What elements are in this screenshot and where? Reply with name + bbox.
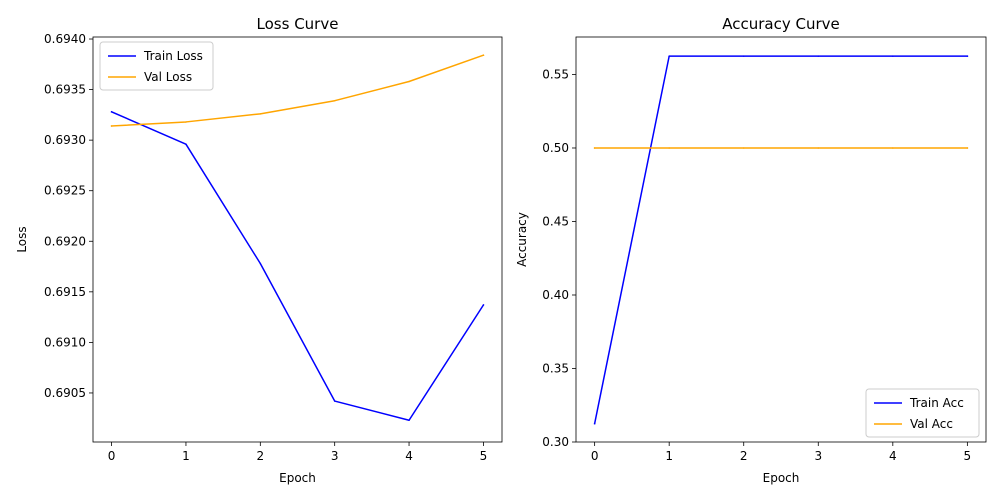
- data-point: [333, 400, 336, 402]
- x-tick-label: 5: [964, 449, 972, 463]
- data-point: [110, 111, 113, 113]
- data-point: [110, 125, 113, 127]
- y-tick-label: 0.40: [542, 288, 569, 302]
- series-line-val-loss: [110, 54, 485, 127]
- data-point: [668, 147, 670, 149]
- series-line-train-loss: [110, 110, 485, 422]
- legend: Train Acc Val Acc: [865, 388, 980, 438]
- y-axis-label: Accuracy: [515, 212, 529, 267]
- plot-frame: [575, 36, 987, 443]
- chart-panel-0: Loss Curve 0 1 2 3 4 5 0.6905 0.6910 0.6915 0.6920…: [15, 15, 503, 485]
- x-tick-label: 2: [256, 449, 264, 463]
- x-axis-label: Epoch: [763, 471, 800, 485]
- x-tick-label: 3: [814, 449, 822, 463]
- y-tick-label: 0.45: [542, 214, 569, 228]
- y-tick-label: 0.35: [542, 361, 569, 375]
- y-tick-label: 0.6925: [44, 184, 86, 198]
- data-point: [817, 147, 820, 149]
- legend-label: Val Loss: [144, 70, 192, 84]
- y-tick-label: 0.6940: [44, 32, 86, 46]
- legend: Train Loss Val Loss: [99, 41, 214, 91]
- y-axis-label: Loss: [15, 226, 29, 252]
- x-tick-label: 0: [591, 449, 599, 463]
- data-point: [593, 147, 596, 149]
- x-tick-label: 4: [405, 449, 413, 463]
- x-tick-label: 0: [108, 449, 116, 463]
- y-tick-label: 0.6915: [44, 285, 86, 299]
- data-point: [892, 55, 894, 57]
- data-point: [966, 147, 969, 149]
- data-point: [185, 121, 187, 123]
- x-axis-label: Epoch: [279, 471, 316, 485]
- x-tick-label: 1: [182, 449, 190, 463]
- data-point: [817, 55, 820, 57]
- legend-label: Train Loss: [143, 49, 203, 63]
- data-point: [259, 262, 262, 265]
- data-point: [408, 80, 410, 83]
- y-tick-label: 0.6935: [44, 83, 86, 97]
- legend-label: Val Acc: [910, 417, 953, 431]
- y-tick-label: 0.30: [542, 435, 569, 449]
- chart-title: Loss Curve: [257, 15, 339, 33]
- data-point: [259, 113, 262, 115]
- x-tick-label: 5: [480, 449, 488, 463]
- data-point: [892, 147, 894, 149]
- legend-label: Train Acc: [909, 396, 964, 410]
- x-tick-label: 2: [740, 449, 748, 463]
- data-point: [408, 419, 410, 422]
- x-tick-label: 3: [331, 449, 339, 463]
- x-tick-label: 1: [665, 449, 673, 463]
- legend-box: [99, 41, 214, 91]
- y-tick-label: 0.6930: [44, 133, 86, 147]
- data-point: [742, 55, 745, 57]
- y-tick-label: 0.6920: [44, 234, 86, 248]
- series-line-train-acc: [593, 55, 969, 425]
- data-point: [742, 147, 745, 149]
- legend-box: [865, 388, 980, 438]
- data-point: [333, 99, 336, 102]
- y-tick-label: 0.6910: [44, 335, 86, 349]
- data-point: [482, 54, 485, 56]
- plot-frame: [92, 36, 503, 443]
- y-tick-label: 0.50: [542, 141, 569, 155]
- data-point: [185, 143, 187, 145]
- data-point: [966, 55, 969, 57]
- data-point: [668, 55, 670, 57]
- x-tick-label: 4: [889, 449, 897, 463]
- data-point: [593, 422, 596, 425]
- chart-title: Accuracy Curve: [722, 15, 840, 33]
- y-tick-label: 0.6905: [44, 386, 86, 400]
- data-point: [482, 304, 485, 306]
- chart-panel-1: Accuracy Curve 0 1 2 3 4 5 0.30 0.35 0.40 0.45 0.50…: [515, 15, 987, 485]
- y-tick-label: 0.55: [542, 67, 569, 81]
